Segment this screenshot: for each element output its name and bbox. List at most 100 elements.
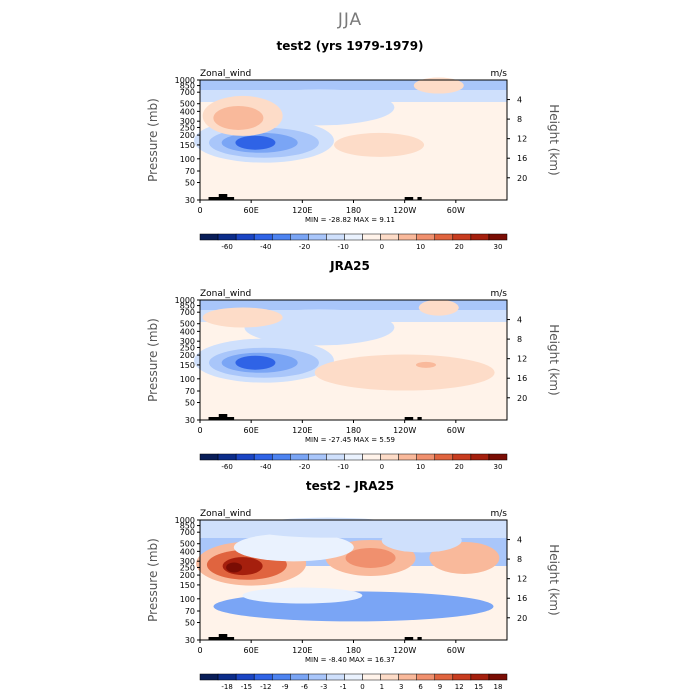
y2-axis-label: Height (km) xyxy=(547,324,561,395)
colorbar-swatch xyxy=(290,453,309,461)
y-tick-label: 700 xyxy=(180,528,195,537)
y2-tick-label: 12 xyxy=(517,575,527,584)
panel-title: JRA25 xyxy=(329,259,370,273)
y-tick-label: 50 xyxy=(185,619,195,628)
field-contour xyxy=(334,132,425,157)
colorbar-swatch xyxy=(380,233,399,241)
y-tick-label: 850 xyxy=(180,302,195,311)
colorbar-swatch xyxy=(199,453,219,461)
y-tick-label: 30 xyxy=(185,416,195,425)
colorbar-label: 20 xyxy=(455,243,464,251)
colorbar-swatch xyxy=(235,673,255,681)
colorbar-label: -20 xyxy=(299,463,310,471)
colorbar-label: -40 xyxy=(260,243,271,251)
colorbar-label: 10 xyxy=(416,243,425,251)
x-tick-label: 60W xyxy=(447,426,465,435)
units-label: m/s xyxy=(491,509,508,519)
colorbar-label: 30 xyxy=(494,243,503,251)
y-tick-label: 100 xyxy=(180,595,195,604)
colorbar-swatch xyxy=(271,673,291,681)
colorbar-swatch xyxy=(380,453,399,461)
y-tick-label: 70 xyxy=(185,167,195,176)
field-contour xyxy=(314,354,495,391)
topography xyxy=(218,634,228,640)
colorbar-swatch xyxy=(452,233,472,241)
topography xyxy=(417,417,422,420)
y-tick-label: 850 xyxy=(180,522,195,531)
y-tick-label: 500 xyxy=(180,100,195,109)
colorbar-swatch xyxy=(452,453,472,461)
x-tick-label: 120W xyxy=(393,646,416,655)
y2-tick-label: 8 xyxy=(517,115,522,124)
colorbar-label: 0 xyxy=(360,683,364,691)
colorbar-swatch xyxy=(199,673,219,681)
y-tick-label: 30 xyxy=(185,196,195,205)
field-contour xyxy=(345,547,396,568)
colorbar-label: -60 xyxy=(221,463,232,471)
colorbar-swatch xyxy=(362,453,381,461)
y-tick-label: 400 xyxy=(180,107,195,116)
colorbar-swatch xyxy=(217,233,237,241)
colorbar-label: 15 xyxy=(474,683,483,691)
y-axis-label: Pressure (mb) xyxy=(146,318,160,402)
y2-tick-label: 4 xyxy=(517,96,522,105)
y-tick-label: 500 xyxy=(180,320,195,329)
x-tick-label: 120E xyxy=(292,426,312,435)
colorbar-swatch xyxy=(488,673,508,681)
colorbar-label: -60 xyxy=(221,243,232,251)
colorbar-label: 20 xyxy=(455,463,464,471)
topography xyxy=(404,637,414,640)
field-contour xyxy=(202,307,283,328)
x-tick-label: 180 xyxy=(346,206,361,215)
x-tick-label: 60E xyxy=(244,206,259,215)
y2-tick-label: 20 xyxy=(517,614,527,623)
colorbar-swatch xyxy=(398,453,417,461)
colorbar-label: 9 xyxy=(438,683,442,691)
y-tick-label: 1000 xyxy=(175,296,195,305)
colorbar-swatch xyxy=(380,673,399,681)
y-tick-label: 150 xyxy=(180,361,195,370)
y-tick-label: 400 xyxy=(180,547,195,556)
x-tick-label: 60E xyxy=(244,646,259,655)
field-contour xyxy=(235,355,276,370)
units-label: m/s xyxy=(491,289,508,299)
y-tick-label: 850 xyxy=(180,82,195,91)
y2-axis-label: Height (km) xyxy=(547,544,561,615)
colorbar-label: 6 xyxy=(418,683,423,691)
topography xyxy=(218,194,228,200)
colorbar-swatch xyxy=(326,453,345,461)
colorbar-swatch xyxy=(235,233,255,241)
y2-tick-label: 16 xyxy=(517,594,527,603)
y-tick-label: 50 xyxy=(185,179,195,188)
y2-tick-label: 16 xyxy=(517,374,527,383)
colorbar-swatch xyxy=(344,453,363,461)
y-tick-label: 1000 xyxy=(175,76,195,85)
y-tick-label: 200 xyxy=(180,571,195,580)
x-tick-label: 120W xyxy=(393,426,416,435)
x-tick-label: 60W xyxy=(447,646,465,655)
x-tick-label: 0 xyxy=(197,646,202,655)
y-tick-label: 250 xyxy=(180,563,195,572)
field-contour xyxy=(415,361,436,368)
y2-tick-label: 4 xyxy=(517,536,522,545)
y-tick-label: 400 xyxy=(180,327,195,336)
colorbar-swatch xyxy=(362,233,381,241)
y-tick-label: 100 xyxy=(180,375,195,384)
stats-label: MIN = -27.45 MAX = 5.59 xyxy=(305,436,395,444)
colorbar-swatch xyxy=(271,453,291,461)
y-tick-label: 150 xyxy=(180,581,195,590)
colorbar-label: -10 xyxy=(337,243,348,251)
y-tick-label: 200 xyxy=(180,131,195,140)
y-tick-label: 250 xyxy=(180,123,195,132)
colorbar-swatch xyxy=(434,233,454,241)
colorbar-label: 3 xyxy=(399,683,403,691)
topography xyxy=(417,197,422,200)
colorbar-swatch xyxy=(362,673,381,681)
colorbar-swatch xyxy=(344,673,363,681)
colorbar-label: -1 xyxy=(340,683,347,691)
y-tick-label: 1000 xyxy=(175,516,195,525)
y2-tick-label: 20 xyxy=(517,174,527,183)
stats-label: MIN = -8.40 MAX = 16.37 xyxy=(305,656,395,664)
colorbar-label: 10 xyxy=(416,463,425,471)
colorbar-swatch xyxy=(235,453,255,461)
